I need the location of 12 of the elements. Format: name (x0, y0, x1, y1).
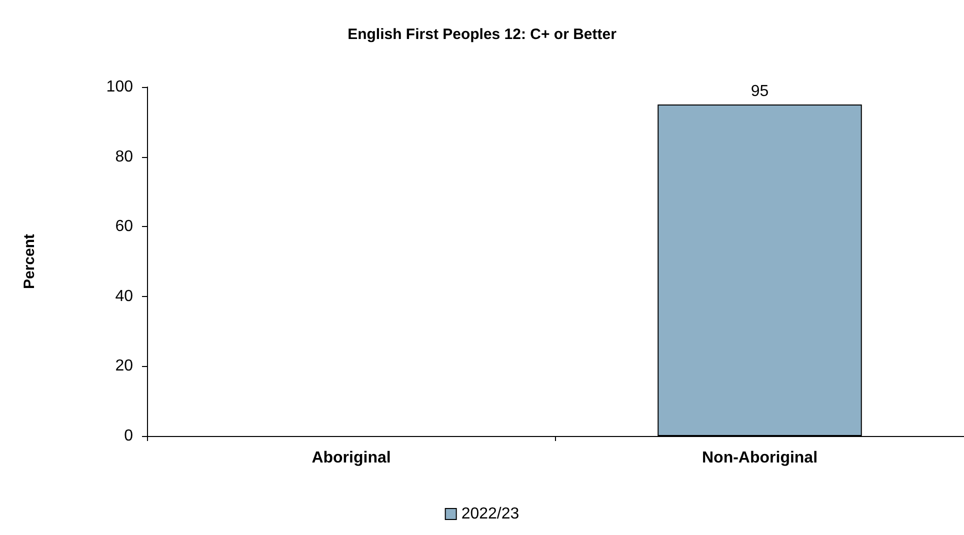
chart-title: English First Peoples 12: C+ or Better (348, 26, 617, 43)
legend-label: 2022/23 (461, 506, 520, 522)
y-axis-title: Percent (21, 234, 38, 290)
data-label: 95 (750, 82, 769, 100)
y-tick-label: 20 (115, 358, 134, 375)
y-tick-label: 80 (115, 148, 134, 166)
y-tick-label: 0 (124, 428, 134, 444)
y-tick-label: 40 (115, 288, 134, 305)
x-tick-label: Aboriginal (312, 450, 391, 466)
y-tick-label: 60 (115, 218, 134, 236)
y-tick-label: 100 (106, 78, 134, 96)
x-tick-label: Non-Aboriginal (702, 450, 818, 466)
